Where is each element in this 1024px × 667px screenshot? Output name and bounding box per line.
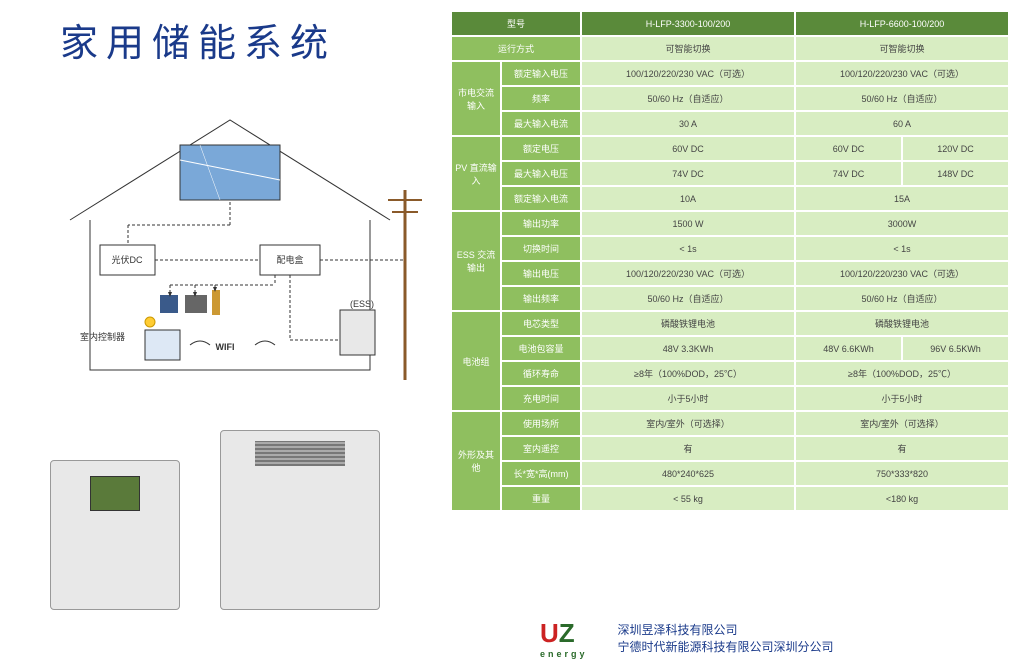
table-row: ESS 交流输出 输出功率 1500 W 3000W: [451, 211, 1009, 236]
product-images: [50, 430, 430, 610]
table-row: 输出电压 100/120/220/230 VAC（可选） 100/120/220…: [451, 261, 1009, 286]
page-title: 家用储能系统: [60, 12, 336, 67]
table-row: 最大输入电压 74V DC 74V DC 148V DC: [451, 161, 1009, 186]
header-m1: H-LFP-3300-100/200: [581, 11, 795, 36]
header-m2: H-LFP-6600-100/200: [795, 11, 1009, 36]
logo-z: Z: [559, 618, 575, 648]
table-row: 电池包容量 48V 3.3KWh 48V 6.6KWh 96V 6.5KWh: [451, 336, 1009, 361]
table-row: 切换时间 < 1s < 1s: [451, 236, 1009, 261]
table-row: 循环寿命 ≥8年（100%DOD，25℃） ≥8年（100%DOD，25℃）: [451, 361, 1009, 386]
product-large: [220, 430, 380, 610]
diagram-ess-label: (ESS): [350, 299, 374, 309]
page-root: 家用储能系统 光伏DC 配电盒 室内控制器 WIFI: [0, 0, 1024, 667]
table-row: 额定输入电流 10A 15A: [451, 186, 1009, 211]
company-block: 深圳昱泽科技有限公司 宁德时代新能源科技有限公司深圳分公司: [618, 622, 834, 656]
footer: UZ energy 深圳昱泽科技有限公司 宁德时代新能源科技有限公司深圳分公司: [540, 618, 834, 659]
table-row: 市电交流输入 额定输入电压 100/120/220/230 VAC（可选） 10…: [451, 61, 1009, 86]
logo: UZ energy: [540, 618, 588, 659]
header-model: 型号: [451, 11, 581, 36]
table-row: 频率 50/60 Hz（自适应） 50/60 Hz（自适应）: [451, 86, 1009, 111]
table-row: 室内遥控 有 有: [451, 436, 1009, 461]
logo-subtext: energy: [540, 649, 588, 659]
table-row: 运行方式 可智能切换 可智能切换: [451, 36, 1009, 61]
table-header-row: 型号 H-LFP-3300-100/200 H-LFP-6600-100/200: [451, 11, 1009, 36]
company-line2: 宁德时代新能源科技有限公司深圳分公司: [618, 639, 834, 656]
product-large-vent: [255, 441, 345, 466]
diagram-pv-label: 光伏DC: [112, 254, 143, 265]
system-diagram: 光伏DC 配电盒 室内控制器 WIFI (ESS): [50, 100, 430, 410]
diagram-distbox-label: 配电盒: [276, 254, 303, 265]
spec-table: 型号 H-LFP-3300-100/200 H-LFP-6600-100/200…: [450, 10, 1010, 512]
product-small: [50, 460, 180, 610]
product-small-panel: [90, 476, 140, 511]
table-row: 最大输入电流 30 A 60 A: [451, 111, 1009, 136]
diagram-wifi-label: WIFI: [216, 342, 235, 352]
diagram-controller-label: 室内控制器: [80, 331, 125, 342]
company-line1: 深圳昱泽科技有限公司: [618, 622, 834, 639]
table-row: 充电时间 小于5小时 小于5小时: [451, 386, 1009, 411]
table-row: 重量 < 55 kg <180 kg: [451, 486, 1009, 511]
table-row: 外形及其他 使用场所 室内/室外（可选择） 室内/室外（可选择）: [451, 411, 1009, 436]
table-row: 长*宽*高(mm) 480*240*625 750*333*820: [451, 461, 1009, 486]
table-row: 输出频率 50/60 Hz（自适应） 50/60 Hz（自适应）: [451, 286, 1009, 311]
table-row: 电池组 电芯类型 磷酸铁锂电池 磷酸铁锂电池: [451, 311, 1009, 336]
table-row: PV 直流输入 额定电压 60V DC 60V DC 120V DC: [451, 136, 1009, 161]
logo-u: U: [540, 618, 559, 648]
